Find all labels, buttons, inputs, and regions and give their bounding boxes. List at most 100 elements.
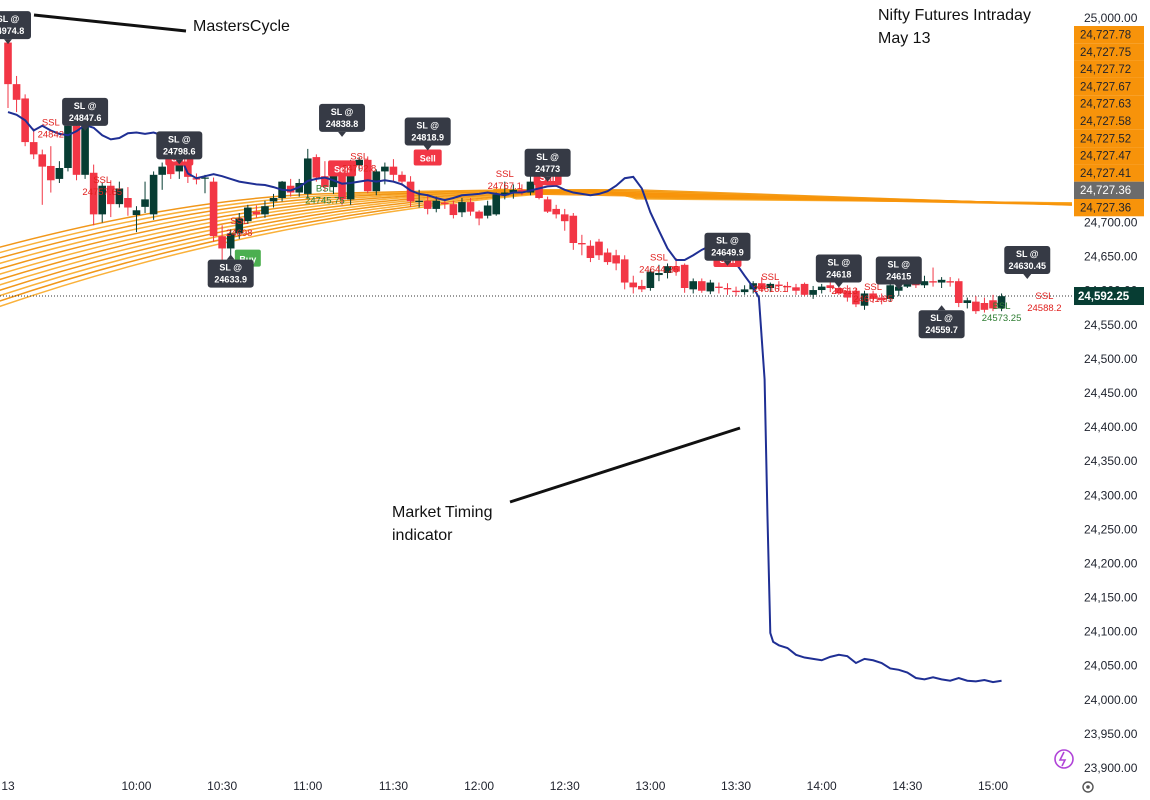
candle-down bbox=[629, 282, 638, 288]
ma-level-highlight-text: 24,727.36 bbox=[1080, 185, 1131, 197]
candle-down bbox=[723, 288, 732, 290]
candle-down bbox=[518, 189, 526, 193]
stop-loss-tag-pointer bbox=[175, 159, 184, 165]
ssl-label-value: 24613 bbox=[831, 286, 857, 297]
candle-down bbox=[363, 159, 372, 192]
time-axis-tick: 12:30 bbox=[550, 779, 580, 793]
stop-loss-tag-pointer bbox=[338, 131, 347, 137]
time-axis-tick: 13:30 bbox=[721, 779, 751, 793]
candle-down bbox=[252, 211, 261, 215]
stop-loss-tag: SL @ 24773 bbox=[524, 148, 571, 182]
stop-loss-tag-pointer bbox=[723, 260, 732, 266]
candle-up bbox=[937, 279, 946, 283]
candle-up bbox=[689, 281, 698, 290]
candle-up bbox=[261, 206, 269, 215]
ssl-label-value: 24698 bbox=[226, 228, 252, 239]
stop-loss-tag-pointer bbox=[1023, 273, 1032, 279]
candle-up bbox=[415, 200, 423, 203]
candle-up bbox=[81, 125, 89, 175]
stop-loss-tag-title: SL @ bbox=[716, 236, 739, 246]
stop-loss-tag-box bbox=[0, 11, 31, 40]
candle-down bbox=[612, 255, 620, 264]
ma-level-tag bbox=[1074, 164, 1144, 182]
trade-annotations: SellSellSellSellSellBuyBuySSL24842SSL247… bbox=[0, 11, 1062, 339]
candle-up bbox=[381, 166, 389, 172]
price-axis-tick: 24,250.00 bbox=[1084, 522, 1138, 536]
ma-level-tag-text: 24,727.67 bbox=[1080, 81, 1131, 93]
ssl-label-title: SSL bbox=[864, 282, 882, 293]
ma-level-tag bbox=[1074, 147, 1144, 165]
stop-loss-tag: SL @ 24615 bbox=[875, 256, 922, 290]
candle-down bbox=[620, 259, 629, 283]
candle-down bbox=[209, 181, 218, 237]
ma-level-tag-text: 24,727.72 bbox=[1080, 64, 1131, 76]
ma-band bbox=[0, 188, 1073, 308]
candle-up bbox=[740, 289, 749, 293]
settings-gear-icon[interactable] bbox=[1082, 781, 1094, 793]
candle-down bbox=[603, 252, 612, 263]
stop-loss-tag-title: SL @ bbox=[536, 152, 559, 162]
time-axis-tick: 14:30 bbox=[892, 779, 922, 793]
candle-down bbox=[783, 285, 792, 288]
bsl-label-value: 24745.75 bbox=[305, 195, 345, 206]
candle-down bbox=[989, 300, 997, 309]
candle-up bbox=[458, 202, 466, 213]
candle-down bbox=[423, 200, 432, 209]
stop-loss-tag-box bbox=[156, 131, 203, 160]
candle-up bbox=[706, 282, 715, 292]
price-axis-tick: 23,950.00 bbox=[1084, 727, 1138, 741]
candle-down bbox=[72, 125, 81, 175]
price-axis-tick: 24,150.00 bbox=[1084, 591, 1138, 605]
candle-down bbox=[166, 163, 175, 175]
ma-band-fill bbox=[493, 188, 1072, 206]
candle-down bbox=[569, 215, 578, 243]
candle-down bbox=[38, 154, 47, 167]
candle-up bbox=[963, 300, 972, 303]
candle-up bbox=[920, 281, 929, 286]
stop-loss-tag: SL @ 24818.9 bbox=[404, 117, 451, 151]
candle-down bbox=[466, 202, 475, 212]
candle-down bbox=[757, 283, 766, 290]
price-axis-tick: 24,200.00 bbox=[1084, 556, 1138, 570]
ma-level-tag-text: 24,727.52 bbox=[1080, 133, 1131, 145]
stop-loss-tag-title: SL @ bbox=[74, 101, 97, 111]
candle-down bbox=[184, 159, 192, 177]
stop-loss-tag-value: 24773 bbox=[535, 164, 560, 174]
price-axis-tick: 24,650.00 bbox=[1084, 250, 1138, 264]
candle-up bbox=[355, 159, 363, 166]
time-axis[interactable]: 13 10:00 10:30 11:00 11:30 12:00 12:30 13:00 13:… bbox=[1, 779, 1008, 793]
candle-down bbox=[595, 241, 603, 256]
ssl-label-value: 24767.1 bbox=[488, 181, 522, 192]
price-axis-tick: 25,000.00 bbox=[1084, 11, 1138, 25]
candle-down bbox=[638, 285, 646, 290]
candle-up bbox=[492, 194, 501, 215]
ma-level-tag-text: 24,727.47 bbox=[1080, 151, 1131, 163]
stop-loss-tag-pointer bbox=[81, 125, 90, 131]
candle-down bbox=[552, 208, 560, 215]
candle-up bbox=[132, 210, 141, 216]
candle-down bbox=[775, 284, 783, 286]
candle-down bbox=[792, 287, 800, 291]
ma-level-tag-text: 24,727.75 bbox=[1080, 47, 1131, 59]
candle-down bbox=[47, 165, 55, 181]
ma-level-tag bbox=[1074, 95, 1144, 113]
alert-icon[interactable] bbox=[1054, 749, 1074, 769]
stop-loss-tag-value: 24818.9 bbox=[411, 132, 444, 142]
stop-loss-tag-title: SL @ bbox=[331, 107, 354, 117]
price-axis-tick: 24,000.00 bbox=[1084, 693, 1138, 707]
candle-down bbox=[321, 176, 329, 188]
ssl-label-title: SSL bbox=[650, 253, 668, 264]
chart-title: Nifty Futures Intraday bbox=[878, 7, 1031, 24]
stop-loss-tag-title: SL @ bbox=[1016, 249, 1039, 259]
candle-down bbox=[972, 301, 980, 312]
price-axis-tick: 24,300.00 bbox=[1084, 488, 1138, 502]
ssl-label-title: SSL bbox=[230, 216, 248, 227]
stop-loss-tag-box bbox=[404, 117, 451, 146]
stop-loss-tag-box bbox=[319, 103, 366, 132]
stop-loss-tag-value: 24649.9 bbox=[711, 248, 744, 258]
candle-up bbox=[303, 158, 312, 194]
stop-loss-tag-value: 24630.45 bbox=[1008, 261, 1046, 271]
last-price-tag-text: 24,592.25 bbox=[1078, 291, 1130, 303]
candle-down bbox=[946, 281, 954, 283]
price-axis[interactable]: 25,000.0024,950.0024,900.0024,850.0024,8… bbox=[1074, 11, 1144, 775]
